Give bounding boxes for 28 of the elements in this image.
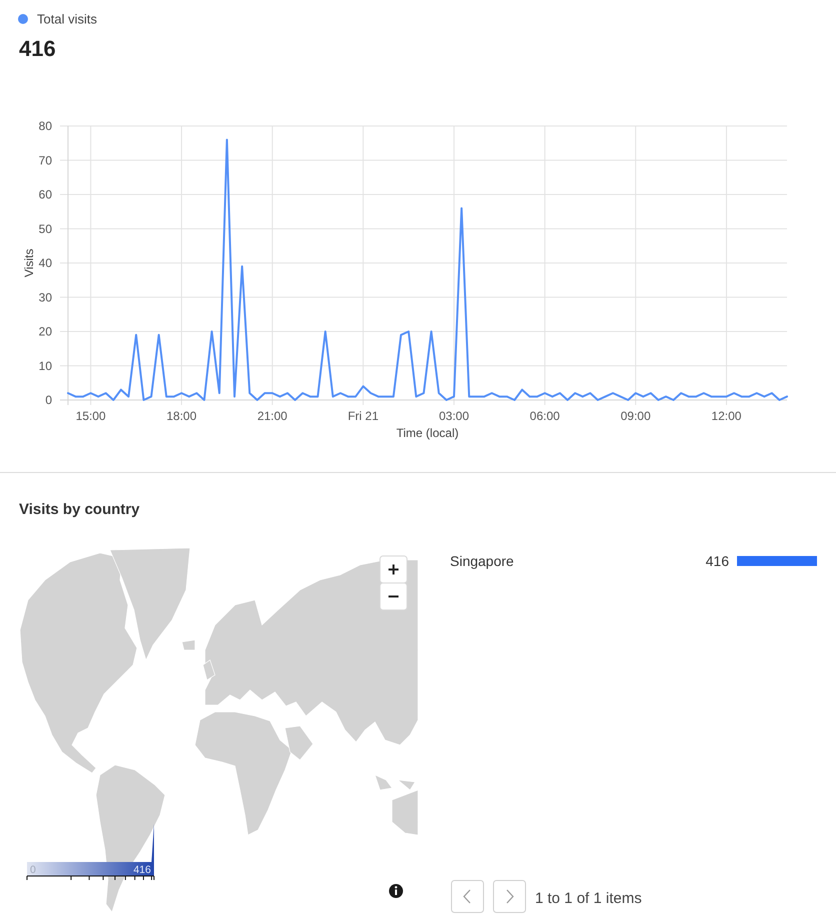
y-tick-label: 70	[38, 153, 52, 168]
y-tick-label: 50	[38, 222, 52, 236]
x-tick-label: 03:00	[438, 409, 470, 423]
data-label: 416	[706, 553, 730, 569]
x-tick-label: Fri 21	[348, 409, 379, 423]
x-tick-label: 21:00	[257, 409, 288, 423]
y-tick-label: 10	[38, 358, 52, 373]
text: 416	[133, 864, 152, 876]
text: Visits by country	[19, 501, 140, 518]
x-tick-label: 15:00	[76, 409, 106, 423]
x-tick-label: 09:00	[620, 409, 651, 423]
y-tick-label: Singapore	[450, 553, 514, 569]
y-tick-label: 20	[38, 324, 52, 338]
x-tick-label: 12:00	[711, 409, 742, 423]
text: 0	[30, 864, 36, 876]
x-axis-title: Time (local)	[396, 426, 459, 440]
y-tick-label: 30	[38, 290, 52, 304]
text: 1 to 1 of 1 items	[535, 890, 642, 907]
legend-label: Total visits	[37, 12, 98, 26]
line-series	[67, 138, 788, 401]
y-tick-label: 80	[38, 119, 52, 133]
y-tick-label: 40	[38, 256, 52, 270]
y-axis-title: Visits	[22, 248, 36, 278]
x-tick-label: 18:00	[166, 409, 197, 423]
y-tick-label: 0	[45, 393, 52, 407]
x-tick-label: 06:00	[530, 409, 560, 423]
chart-subtitle: 416	[19, 36, 56, 61]
y-tick-label: 60	[38, 188, 52, 202]
